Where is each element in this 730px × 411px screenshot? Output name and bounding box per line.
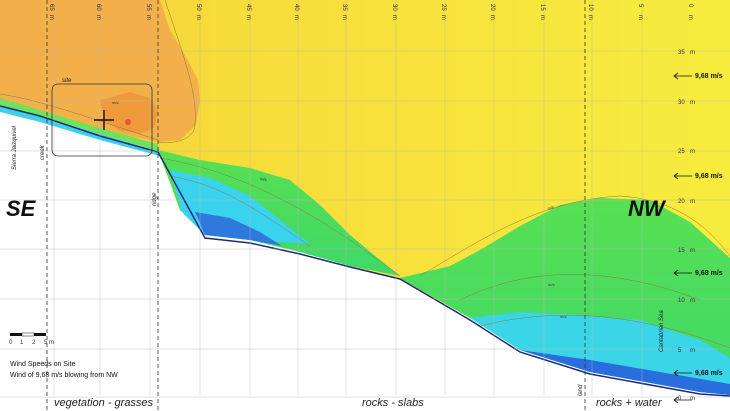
label-creek: creek — [40, 144, 46, 160]
svg-text:m: m — [690, 396, 695, 402]
svg-text:m: m — [637, 15, 643, 20]
wind-field-cyan-left — [0, 106, 160, 156]
wind-field-green-cliff — [158, 150, 400, 276]
x-tick-10: 10 — [587, 4, 593, 11]
svg-text:1: 1 — [20, 340, 24, 346]
svg-text:m: m — [690, 100, 695, 106]
label-sea: Cantabrian Sea — [659, 310, 665, 352]
svg-text:m: m — [48, 15, 54, 20]
svg-text:m: m — [690, 298, 695, 304]
svg-text:m: m — [293, 15, 299, 20]
wind-field-green-left — [0, 98, 160, 152]
svg-text:m: m — [95, 15, 101, 20]
svg-text:m: m — [587, 15, 593, 20]
x-tick-0: 0 — [687, 4, 693, 8]
x-tick-15: 15 — [539, 4, 545, 11]
isolines — [0, 0, 730, 349]
y-tick-5: 5 — [678, 348, 682, 354]
wind-field-orange-core — [100, 92, 158, 134]
x-tick-40: 40 — [293, 4, 299, 11]
isoline-label-3: m/s — [548, 282, 554, 287]
isoline-label-2: m/s — [547, 204, 555, 210]
y-tick-20: 20 — [678, 199, 685, 205]
wind-label-3: 9,68 m/s — [695, 270, 723, 277]
ground-label-right: rocks + water — [596, 397, 663, 409]
section-markers — [46, 0, 586, 411]
terrain-profile — [0, 105, 730, 397]
wind-arrow-icon — [673, 396, 692, 404]
label-ridge: ridge — [152, 192, 158, 206]
caption-title: Wind Speeds on Site — [10, 361, 75, 368]
site-box — [51, 83, 153, 157]
wind-peak-mark — [125, 119, 131, 125]
svg-text:m: m — [195, 15, 201, 20]
wind-label-1: 9,68 m/s — [695, 73, 723, 80]
y-tick-30: 30 — [678, 100, 685, 106]
x-axis-ticks: 65 60 55 50 45 40 35 30 25 20 15 10 5 0 — [48, 4, 693, 11]
svg-text:m: m — [687, 15, 693, 20]
label-sierra: Sierra Jaizquivel — [12, 125, 18, 170]
direction-left: SE — [6, 196, 37, 221]
svg-text:m: m — [440, 15, 446, 20]
x-axis-units: m m m m m m m m m m m m m m — [48, 15, 693, 20]
wind-arrow-icon — [673, 369, 692, 377]
isoline-label-5: m/s — [112, 100, 118, 105]
wind-arrow-icon — [673, 172, 692, 180]
ground-label-mid: rocks - slabs — [362, 397, 424, 409]
svg-text:m: m — [245, 15, 251, 20]
svg-text:m: m — [489, 15, 495, 20]
y-tick-35: 35 — [678, 50, 685, 56]
svg-text:m: m — [539, 15, 545, 20]
wind-arrow-icon — [673, 269, 692, 277]
y-tick-10: 10 — [678, 298, 685, 304]
x-tick-30: 30 — [391, 4, 397, 11]
wind-arrow-icon — [673, 72, 692, 80]
svg-text:m: m — [690, 149, 695, 155]
svg-text:m: m — [690, 248, 695, 254]
measurement-crosshair-icon — [94, 110, 114, 130]
svg-text:m: m — [690, 50, 695, 56]
x-tick-25: 25 — [440, 4, 446, 11]
isoline-label-1: m/s — [260, 176, 267, 182]
x-tick-65: 65 — [48, 4, 54, 11]
direction-right: NW — [628, 196, 667, 221]
x-tick-50: 50 — [195, 4, 201, 11]
wind-label-2: 9,68 m/s — [695, 173, 723, 180]
svg-text:5 m: 5 m — [44, 340, 54, 346]
wind-field-blue-right — [520, 350, 730, 395]
scale-bar: 0 1 2 5 m — [9, 332, 54, 346]
y-tick-0: 0 — [678, 396, 682, 402]
x-tick-55: 55 — [145, 4, 151, 11]
x-tick-60: 60 — [95, 4, 101, 11]
svg-text:m: m — [341, 15, 347, 20]
x-tick-35: 35 — [341, 4, 347, 11]
label-land: land — [578, 384, 584, 396]
y-axis-ticks: 35 30 25 20 15 10 5 0 m m m m m m m m — [678, 50, 695, 402]
svg-text:m: m — [145, 15, 151, 20]
y-tick-25: 25 — [678, 149, 685, 155]
y-tick-15: 15 — [678, 248, 685, 254]
svg-text:m: m — [391, 15, 397, 20]
grid — [0, 0, 730, 398]
x-tick-20: 20 — [489, 4, 495, 11]
site-label: site — [62, 78, 72, 84]
isoline-label-4: m/s — [560, 314, 566, 319]
wind-label-4: 9,68 m/s — [695, 370, 723, 377]
x-tick-5: 5 — [637, 4, 643, 8]
svg-text:0: 0 — [9, 340, 13, 346]
svg-text:m: m — [690, 199, 695, 205]
caption-subtitle: Wind of 9,68 m/s blowing from NW — [10, 372, 118, 379]
svg-text:2: 2 — [32, 340, 36, 346]
svg-text:m: m — [690, 348, 695, 354]
x-tick-45: 45 — [245, 4, 251, 11]
wind-field-blue-cliff — [195, 212, 282, 246]
ground-label-left: vegetation - grasses — [54, 397, 154, 409]
wind-arrows — [673, 72, 692, 404]
